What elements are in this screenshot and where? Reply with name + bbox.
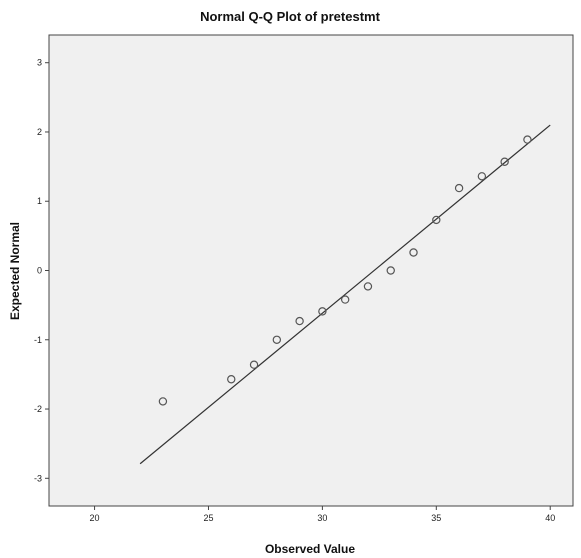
qq-point (477, 172, 487, 181)
data-points (158, 135, 532, 406)
y-tick-label: 3 (37, 58, 42, 68)
reference-line (139, 124, 551, 465)
chart-title: Normal Q-Q Plot of pretestmt (200, 9, 381, 24)
y-tick-label: -3 (34, 473, 42, 483)
x-axis-label: Observed Value (265, 542, 355, 556)
y-tick-label: -2 (34, 404, 42, 414)
x-tick-label: 35 (431, 513, 441, 523)
axis-ticks: 20 25 30 35 40 3 2 1 0 -1 -2 -3 (34, 58, 555, 523)
qq-point (386, 266, 395, 275)
qq-point (363, 282, 373, 291)
qq-point (432, 215, 441, 225)
y-tick-label: 1 (37, 196, 42, 206)
qq-point (158, 397, 168, 406)
qq-point (454, 183, 464, 193)
qq-point (318, 307, 327, 316)
x-tick-label: 20 (90, 513, 100, 523)
y-tick-label: 2 (37, 127, 42, 137)
x-tick-label: 40 (545, 513, 555, 523)
y-axis-label: Expected Normal (8, 222, 22, 320)
qq-point (500, 157, 509, 166)
plot-area (48, 34, 574, 507)
x-tick-label: 25 (203, 513, 213, 523)
y-tick-label: -1 (34, 335, 42, 345)
qq-point (249, 360, 259, 369)
qq-point (295, 316, 304, 326)
qq-point (523, 135, 532, 144)
qq-point (340, 295, 350, 304)
y-tick-label: 0 (37, 266, 42, 276)
x-tick-label: 30 (317, 513, 327, 523)
qq-point (409, 248, 418, 257)
qq-point (272, 335, 282, 344)
qq-point (227, 375, 236, 384)
